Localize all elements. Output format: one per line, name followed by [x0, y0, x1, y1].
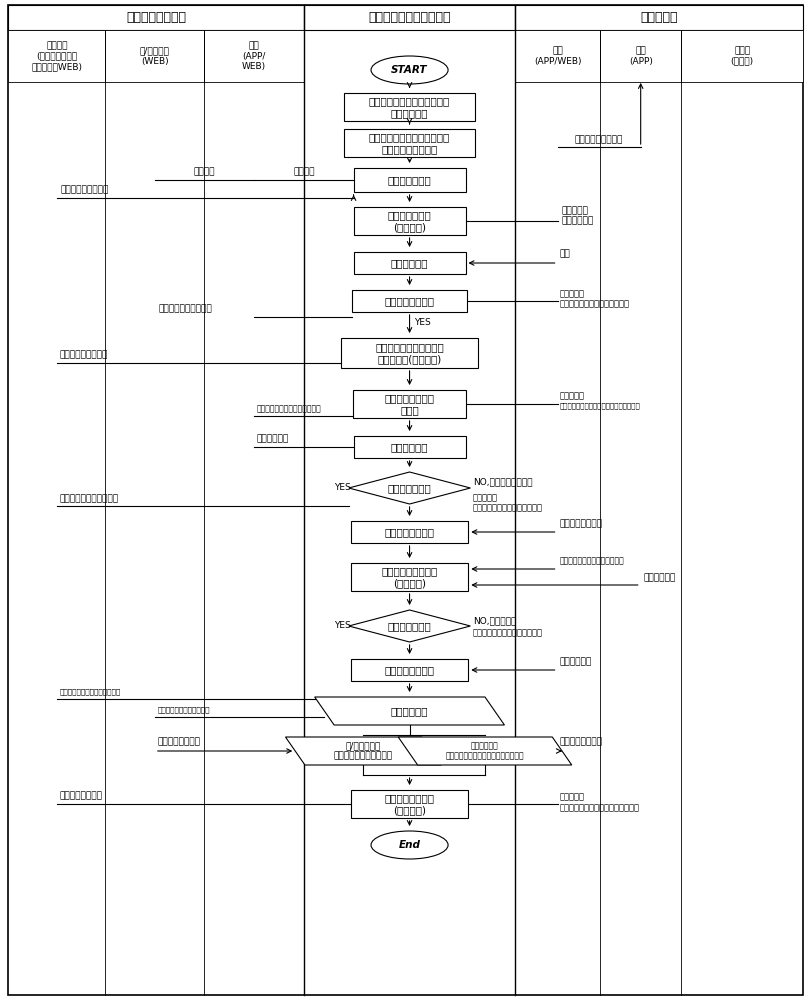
Text: 预习难点自动汇总: 预习难点自动汇总 [384, 296, 435, 306]
FancyBboxPatch shape [8, 5, 304, 30]
FancyBboxPatch shape [8, 30, 105, 82]
Text: 课代表
(小程序): 课代表 (小程序) [731, 46, 753, 66]
Text: 自行注册: 自行注册 [293, 167, 315, 176]
Text: 课堂作业课后更正: 课堂作业课后更正 [560, 519, 603, 528]
Text: 班级预习汇总日报表: 班级预习汇总日报表 [59, 351, 108, 360]
Text: 线上专业点评教研: 线上专业点评教研 [157, 738, 200, 746]
Text: 预习: 预习 [560, 249, 570, 258]
Text: 课前讲学案上传
(一次刺数): 课前讲学案上传 (一次刺数) [388, 210, 431, 232]
FancyBboxPatch shape [344, 129, 475, 157]
Text: 班级课堂作业汇总日报表: 班级课堂作业汇总日报表 [59, 494, 118, 504]
Polygon shape [398, 737, 572, 765]
Text: 教学主管
(含校长、级部主
任、班主任WEB): 教学主管 (含校长、级部主 任、班主任WEB) [32, 41, 82, 71]
FancyBboxPatch shape [105, 30, 204, 82]
Text: 学生学习中心
讲学案、实录、重点本、错题本、作业: 学生学习中心 讲学案、实录、重点本、错题本、作业 [446, 741, 524, 761]
Text: YES: YES [334, 621, 350, 631]
FancyBboxPatch shape [354, 207, 466, 235]
Text: 自行注册、导入学生: 自行注册、导入学生 [61, 186, 109, 195]
Text: 标注重点、布置作业、设定时间: 标注重点、布置作业、设定时间 [257, 404, 321, 414]
FancyBboxPatch shape [350, 521, 469, 543]
Text: 家庭作业批阅: 家庭作业批阅 [643, 574, 676, 582]
FancyBboxPatch shape [352, 290, 467, 312]
Text: 教师、教研、校长: 教师、教研、校长 [127, 11, 186, 24]
FancyBboxPatch shape [344, 93, 475, 121]
FancyBboxPatch shape [354, 168, 466, 192]
Text: 汇总发送全科预习信息提醒家长: 汇总发送全科预习信息提醒家长 [560, 300, 630, 308]
Text: 系统消息：: 系统消息： [560, 792, 585, 802]
Text: 预习反馈上传: 预习反馈上传 [391, 258, 428, 268]
Polygon shape [349, 472, 470, 504]
FancyBboxPatch shape [341, 338, 478, 368]
FancyBboxPatch shape [515, 30, 600, 82]
FancyBboxPatch shape [681, 30, 803, 82]
Text: 建立区县建制信息、设定行政
管理、教研岗: 建立区县建制信息、设定行政 管理、教研岗 [369, 96, 450, 118]
FancyBboxPatch shape [350, 790, 469, 818]
FancyBboxPatch shape [354, 252, 466, 274]
Text: NO,发布作业错题名单: NO,发布作业错题名单 [473, 478, 532, 487]
Text: 获取教研点评参考优化教学: 获取教研点评参考优化教学 [157, 707, 210, 713]
Text: End: End [399, 840, 420, 850]
Text: 发送全科周复习通知、结果汇总信息: 发送全科周复习通知、结果汇总信息 [560, 804, 640, 812]
Text: 自身注册、绑定学生: 自身注册、绑定学生 [575, 135, 624, 144]
Text: 区/校教研员
(WEB): 区/校教研员 (WEB) [140, 46, 169, 66]
Text: 复习、标注重点、上传家庭作业: 复习、标注重点、上传家庭作业 [560, 556, 624, 566]
FancyBboxPatch shape [600, 30, 681, 82]
Text: NO,系统消息：: NO,系统消息： [473, 616, 516, 626]
Text: 家庭作业正确？: 家庭作业正确？ [388, 621, 431, 631]
Text: YES: YES [334, 484, 350, 492]
Text: 用户注册、导入: 用户注册、导入 [388, 175, 431, 185]
FancyBboxPatch shape [204, 30, 304, 82]
FancyBboxPatch shape [8, 5, 803, 995]
Text: 班级复习、家庭作业汇总日报表: 班级复习、家庭作业汇总日报表 [59, 689, 121, 695]
FancyBboxPatch shape [350, 659, 469, 681]
Text: 课堂作业正确？: 课堂作业正确？ [388, 483, 431, 493]
Text: 局/校教研数据
讲学案、教学实录、作业: 局/校教研数据 讲学案、教学实录、作业 [334, 741, 393, 761]
Text: YES: YES [414, 318, 431, 327]
Text: 汇总发送全科课堂作业更正通知: 汇总发送全科课堂作业更正通知 [473, 504, 543, 512]
Text: START: START [391, 65, 428, 75]
Text: 汇总全科家庭作业信息提醒家长: 汇总全科家庭作业信息提醒家长 [473, 629, 543, 638]
Text: 学生、家长: 学生、家长 [640, 11, 678, 24]
FancyBboxPatch shape [350, 563, 469, 591]
Polygon shape [349, 610, 470, 642]
Text: 教学实录、家庭作
业上传: 教学实录、家庭作 业上传 [384, 393, 435, 415]
Text: 线上大众点评教研: 线上大众点评教研 [560, 738, 603, 746]
Text: 教师
(APP/
WEB): 教师 (APP/ WEB) [242, 41, 266, 71]
FancyBboxPatch shape [353, 390, 466, 418]
Text: 复习、家庭作业上传
(三次刺数): 复习、家庭作业上传 (三次刺数) [381, 566, 438, 588]
FancyBboxPatch shape [515, 5, 803, 30]
Text: 系统消息：: 系统消息： [473, 493, 498, 502]
Text: 数据流程及系统信息传递: 数据流程及系统信息传递 [368, 11, 451, 24]
Text: 建立学校信息、设定管理岗、
教研岗、年级、科目: 建立学校信息、设定管理岗、 教研岗、年级、科目 [369, 132, 450, 154]
Text: 课堂作业更正上传: 课堂作业更正上传 [384, 527, 435, 537]
Text: 系统消息：
发送预习通知: 系统消息： 发送预习通知 [561, 206, 594, 226]
Polygon shape [315, 697, 504, 725]
Text: 课堂授课、分段实录生产
课堂作业、(二次刺数): 课堂授课、分段实录生产 课堂作业、(二次刺数) [375, 342, 444, 364]
Text: 系统消息：: 系统消息： [560, 290, 585, 298]
Text: 家长
(APP): 家长 (APP) [629, 46, 653, 66]
Text: 班级周复习汇总表: 班级周复习汇总表 [59, 792, 102, 800]
Text: 系统消息：: 系统消息： [560, 391, 585, 400]
Text: 自行注册: 自行注册 [194, 167, 216, 176]
Text: 更正家庭作业: 更正家庭作业 [560, 658, 592, 666]
Text: 根据难点汇总微调授课: 根据难点汇总微调授课 [159, 304, 212, 314]
Text: 课堂作业批改: 课堂作业批改 [391, 442, 428, 452]
Text: 周复习数据、时间
(四次刺数): 周复习数据、时间 (四次刺数) [384, 793, 435, 815]
Text: 汇总发送全科复习、家庭作业通知提醒家长: 汇总发送全科复习、家庭作业通知提醒家长 [560, 403, 641, 409]
Text: 家庭作业更正上传: 家庭作业更正上传 [384, 665, 435, 675]
Ellipse shape [371, 831, 448, 859]
Ellipse shape [371, 56, 448, 84]
Polygon shape [285, 737, 441, 765]
Text: 批阅课堂作业: 批阅课堂作业 [257, 434, 289, 444]
Text: 学生
(APP/WEB): 学生 (APP/WEB) [534, 46, 581, 66]
FancyBboxPatch shape [354, 436, 466, 458]
Text: 教学大数据云: 教学大数据云 [391, 706, 428, 716]
FancyBboxPatch shape [304, 5, 515, 30]
